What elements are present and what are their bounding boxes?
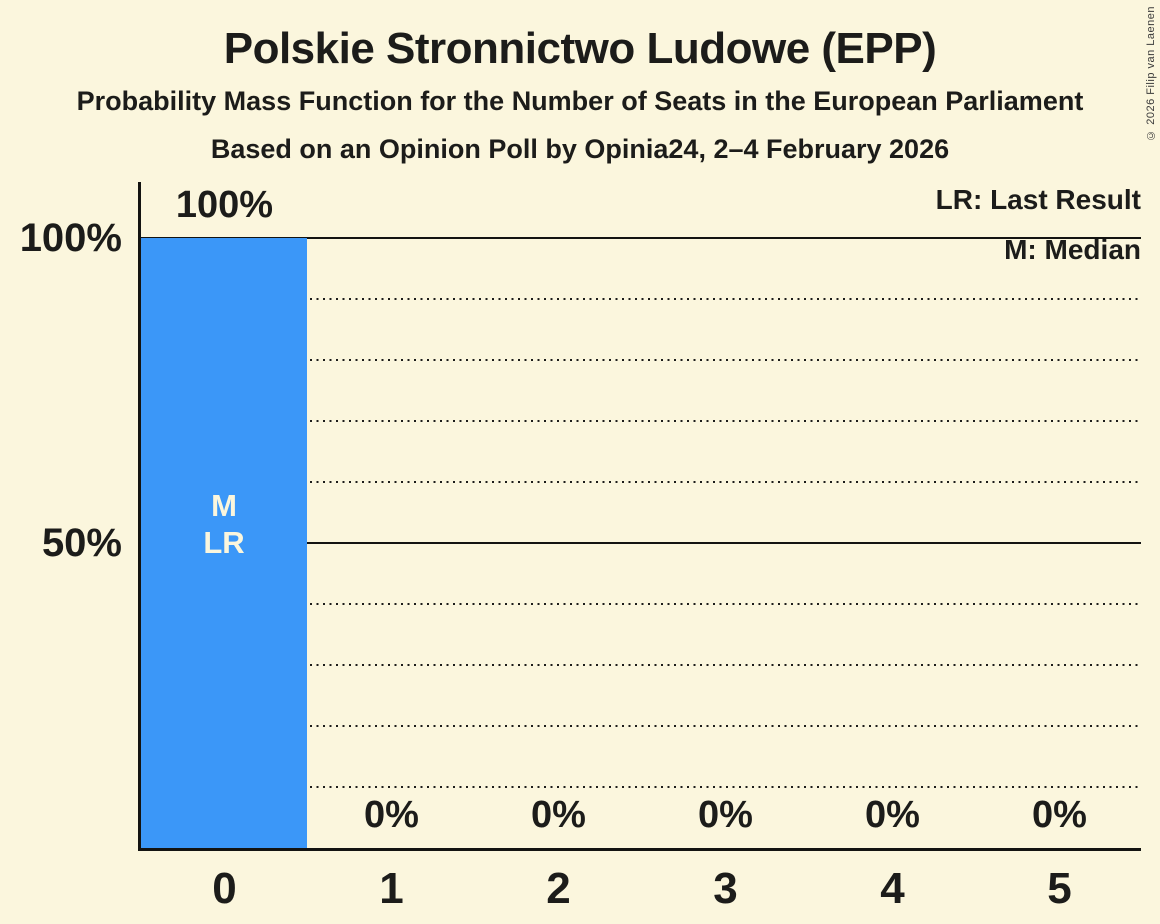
value-label-seats-4: 0% [865,794,920,836]
gridline-dotted-60pct [141,481,1141,483]
gridline-solid-50pct [141,541,1141,544]
gridline-dotted-30pct [141,664,1141,666]
legend-last-result: LR: Last Result [935,184,1141,215]
value-label-seats-0: 100% [175,184,274,226]
value-label-seats-3: 0% [698,794,753,836]
gridline-dotted-70pct [141,420,1141,422]
gridline-solid-100pct [141,236,1141,239]
value-label-seats-5: 0% [1032,794,1087,836]
x-tick-label-0: 0 [212,864,237,913]
gridline-dotted-80pct [141,359,1141,361]
copyright-notice: © 2026 Filip van Laenen [1145,6,1157,141]
x-tick-label-2: 2 [546,864,571,913]
legend-median: M: Median [1004,234,1141,265]
x-tick-label-5: 5 [1047,864,1072,913]
chart-source-note: Based on an Opinion Poll by Opinia24, 2–… [210,134,950,164]
value-label-seats-1: 0% [364,794,419,836]
bar-seats-0: M LR [141,238,307,848]
median-marker: M [211,488,237,523]
gridline-dotted-90pct [141,298,1141,300]
x-axis-line [138,848,1141,851]
y-axis-label-100: 100% [19,216,122,260]
bar-annotation-median-lastresult: M LR [141,487,307,561]
gridline-dotted-20pct [141,725,1141,727]
gridline-dotted-40pct [141,603,1141,605]
chart-title: Polskie Stronnictwo Ludowe (EPP) [223,24,937,73]
y-axis-line [138,182,141,851]
last-result-marker: LR [203,525,245,560]
x-tick-label-4: 4 [880,864,905,913]
y-axis-label-50: 50% [41,521,122,565]
value-label-seats-2: 0% [531,794,586,836]
x-tick-label-1: 1 [379,864,404,913]
chart-subtitle: Probability Mass Function for the Number… [76,86,1084,116]
x-tick-label-3: 3 [713,864,738,913]
gridline-dotted-10pct [141,786,1141,788]
